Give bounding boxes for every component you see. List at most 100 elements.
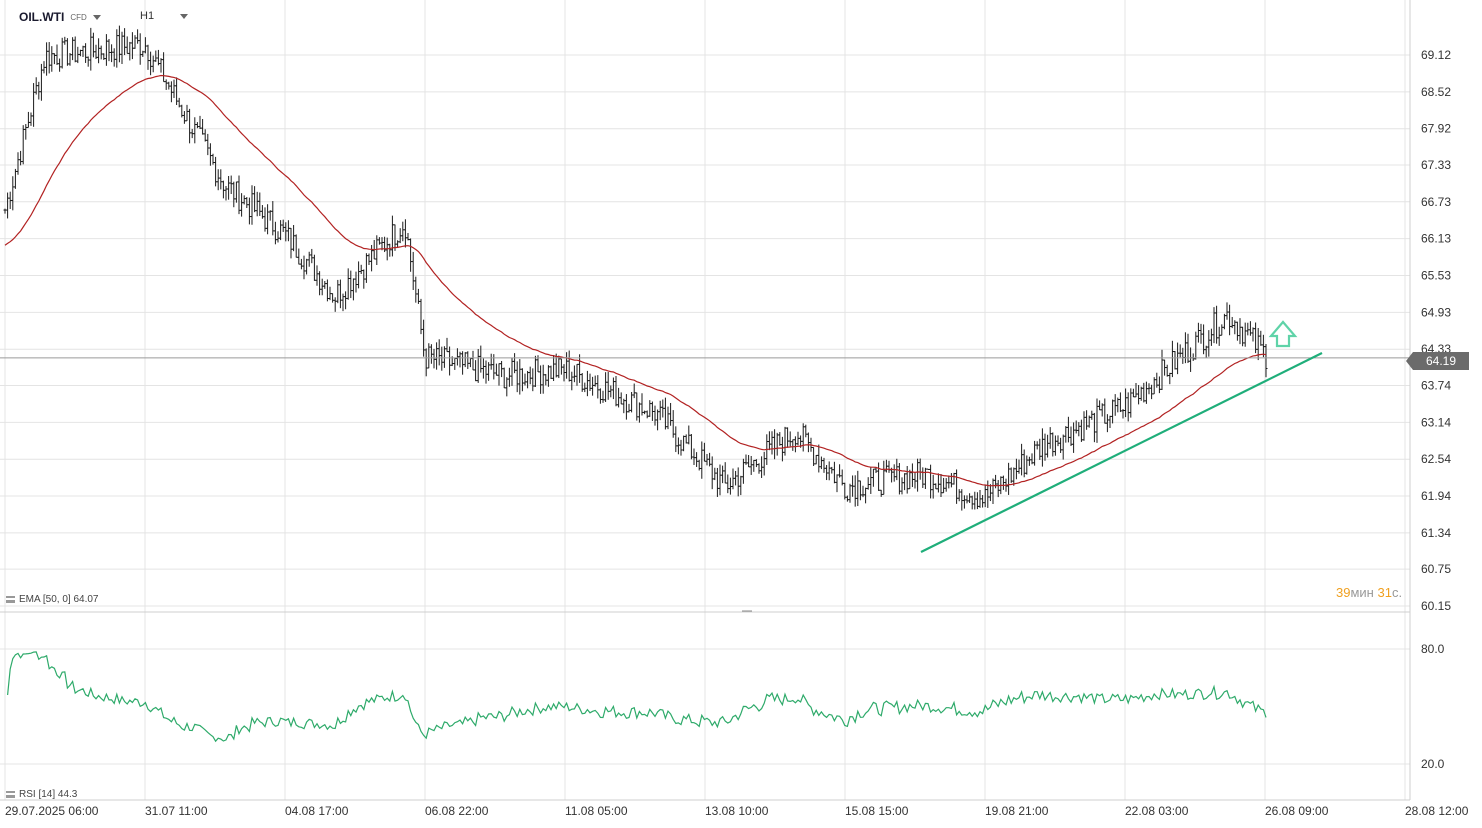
candle	[99, 45, 103, 60]
candle	[1186, 333, 1190, 364]
candle	[604, 372, 608, 402]
candle	[593, 375, 597, 387]
up-arrow-icon[interactable]	[1268, 320, 1298, 348]
menu-icon[interactable]	[6, 791, 15, 798]
candle	[143, 37, 147, 54]
candle	[926, 468, 930, 470]
candle	[1194, 331, 1198, 360]
menu-icon[interactable]	[6, 596, 15, 603]
candle	[448, 346, 452, 376]
candle	[523, 373, 527, 386]
candle	[697, 459, 701, 471]
candle	[1038, 438, 1042, 460]
candle	[307, 251, 311, 267]
trendline[interactable]	[920, 352, 1323, 553]
candle	[1225, 302, 1229, 320]
candle	[1259, 330, 1263, 346]
candle	[747, 455, 751, 468]
candle	[1241, 326, 1245, 347]
candle	[182, 111, 186, 124]
candle	[29, 112, 33, 126]
timeframe-selector[interactable]: H1	[140, 10, 189, 22]
candle	[869, 466, 873, 494]
countdown-seconds: 31	[1377, 585, 1392, 600]
candle	[520, 368, 524, 392]
candle	[1217, 326, 1221, 346]
candle	[1196, 322, 1200, 343]
candle	[146, 44, 150, 70]
candle	[835, 474, 839, 493]
ema-indicator-label[interactable]: EMA [50, 0] 64.07	[6, 594, 99, 605]
time-tick-label: 04.08 17:00	[285, 804, 349, 818]
candlestick-series	[3, 25, 1268, 511]
candle	[624, 394, 628, 420]
countdown-sec-unit: с.	[1391, 585, 1403, 600]
candle	[801, 423, 805, 452]
candle	[1012, 467, 1016, 486]
candle	[73, 36, 77, 63]
candle	[793, 436, 797, 453]
symbol-selector[interactable]: OIL.WTI CFD	[19, 10, 101, 24]
candle	[414, 276, 418, 303]
candle	[177, 97, 181, 108]
candle	[325, 279, 329, 302]
candle	[1233, 320, 1237, 335]
candle	[206, 133, 210, 156]
candle	[440, 346, 444, 371]
candle	[458, 351, 462, 368]
candle	[921, 467, 925, 488]
candle	[528, 366, 532, 385]
candle	[1079, 419, 1083, 442]
time-tick-label: 13.08 10:00	[705, 804, 769, 818]
candle	[679, 439, 683, 456]
candle	[866, 477, 870, 490]
candle	[1121, 409, 1125, 419]
candle	[1095, 398, 1099, 443]
price-tick-label: 69.12	[1421, 48, 1451, 62]
candle	[1235, 321, 1239, 341]
candle	[318, 271, 322, 296]
time-tick-label: 29.07.2025 06:00	[5, 804, 99, 818]
candle	[110, 44, 114, 63]
candle	[1131, 388, 1135, 398]
candle	[351, 278, 355, 301]
candle	[84, 43, 88, 63]
rsi-indicator-label[interactable]: RSI [14] 44.3	[6, 789, 77, 800]
candle	[552, 354, 556, 382]
candle	[1129, 388, 1133, 418]
candle	[219, 169, 223, 190]
candle	[643, 410, 647, 415]
time-axis[interactable]: 29.07.2025 06:00 31.07 11:00 04.08 17:00 06…	[5, 804, 1469, 818]
candle	[861, 485, 865, 498]
price-tick-label: 64.93	[1421, 305, 1451, 319]
candle	[437, 339, 441, 366]
candle	[1150, 384, 1154, 400]
candle	[822, 457, 826, 473]
candle	[970, 495, 974, 510]
candle	[687, 425, 691, 445]
candle	[1173, 351, 1177, 370]
candle	[913, 472, 917, 489]
price-axis[interactable]: 69.12 68.52 67.92 67.33 66.73 66.13 65.53 64.93…	[1421, 48, 1451, 771]
candle	[658, 400, 662, 421]
candle	[1061, 434, 1065, 460]
candle	[510, 357, 514, 386]
candle	[663, 397, 667, 430]
candle	[578, 354, 582, 383]
candle	[645, 410, 649, 419]
candle	[37, 81, 41, 100]
candle	[310, 248, 314, 264]
candle	[944, 478, 948, 492]
candle	[266, 204, 270, 235]
candle	[341, 293, 345, 312]
candle	[107, 38, 111, 62]
candle	[1126, 392, 1130, 422]
candle	[263, 207, 267, 232]
candle	[97, 38, 101, 64]
candle	[757, 463, 761, 474]
candle	[338, 279, 342, 309]
candle	[286, 220, 290, 242]
candle	[1046, 434, 1050, 458]
candle	[463, 352, 467, 368]
